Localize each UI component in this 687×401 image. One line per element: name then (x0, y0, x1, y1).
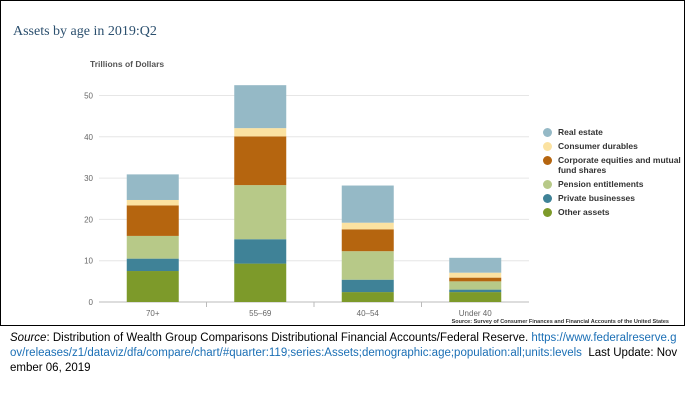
bar-segment (234, 239, 287, 264)
chart-title: Assets by age in 2019:Q2 (13, 24, 157, 39)
y-tick-label: 20 (84, 215, 93, 224)
bar-segment (449, 277, 502, 282)
legend-label: Consumer durables (558, 141, 638, 151)
legend-label: Other assets (558, 207, 610, 217)
y-tick-label: 50 (84, 92, 93, 101)
bar-segment (449, 289, 502, 293)
y-tick-label: 40 (84, 133, 93, 142)
bar-segment (126, 258, 179, 272)
bar-segment (449, 257, 502, 273)
bar-segment (449, 281, 502, 290)
bar-segment (341, 185, 394, 223)
legend-swatch (543, 128, 552, 137)
citation-source-label: Source (10, 332, 47, 344)
legend-swatch (543, 180, 552, 189)
legend-swatch (543, 194, 552, 203)
citation-last-update: Last Update: November 06, 2019 (10, 347, 678, 374)
legend-item: Other assets (543, 207, 683, 217)
x-tick-label: 70+ (146, 309, 160, 318)
bar-segment (341, 222, 394, 230)
chart-source-note: Source: Survey of Consumer Finances and … (451, 319, 669, 325)
bar-segment (449, 292, 502, 302)
y-tick-label: 30 (84, 174, 93, 183)
bar-segment (234, 136, 287, 186)
legend-item: Pension entitlements (543, 179, 683, 189)
legend-item: Private businesses (543, 193, 683, 203)
x-tick-label: Under 40 (459, 309, 492, 318)
x-tick-label: 55–69 (249, 309, 272, 318)
citation-url[interactable]: https://www.federalreserve.gov/releases/… (10, 332, 677, 359)
y-tick-label: 0 (89, 298, 94, 307)
legend-swatch (543, 208, 552, 217)
legend-item: Corporate equities and mutual fund share… (543, 155, 683, 175)
bar-segment (234, 263, 287, 302)
bar-segment (341, 279, 394, 293)
bar-chart-plot: 0 10 20 30 40 50 70+ 55–69 40–54 Under 40 (84, 85, 529, 318)
citation: Source: Distribution of Wealth Group Com… (10, 331, 680, 376)
bar-segment (126, 174, 179, 200)
legend-label: Private businesses (558, 193, 636, 203)
legend-label: Real estate (558, 127, 603, 137)
bar-segment (341, 229, 394, 252)
chart-frame: Assets by age in 2019:Q2 Trillions of Do… (0, 0, 685, 326)
bar-segment (234, 185, 287, 240)
legend-label: Corporate equities and mutual fund share… (558, 155, 681, 175)
citation-source-text: : Distribution of Wealth Group Compariso… (46, 332, 529, 344)
legend-item: Real estate (543, 127, 683, 137)
bar-segment (341, 251, 394, 280)
legend-swatch (543, 142, 552, 151)
legend-item: Consumer durables (543, 141, 683, 151)
bar-segment (234, 85, 287, 129)
bar-segment (126, 271, 179, 302)
x-tick-label: 40–54 (357, 309, 380, 318)
bar-segment (126, 199, 179, 206)
y-axis-unit-label: Trillions of Dollars (90, 59, 165, 69)
bar-segment (126, 235, 179, 259)
bar-segment (341, 292, 394, 302)
bar-segment (126, 205, 179, 236)
bar-segment (234, 128, 287, 137)
legend-label: Pension entitlements (558, 179, 644, 189)
legend-swatch (543, 156, 552, 165)
y-tick-label: 10 (84, 257, 93, 266)
chart-legend: Real estate Consumer durables Corporate eq… (543, 127, 683, 221)
bar-segment (449, 272, 502, 278)
